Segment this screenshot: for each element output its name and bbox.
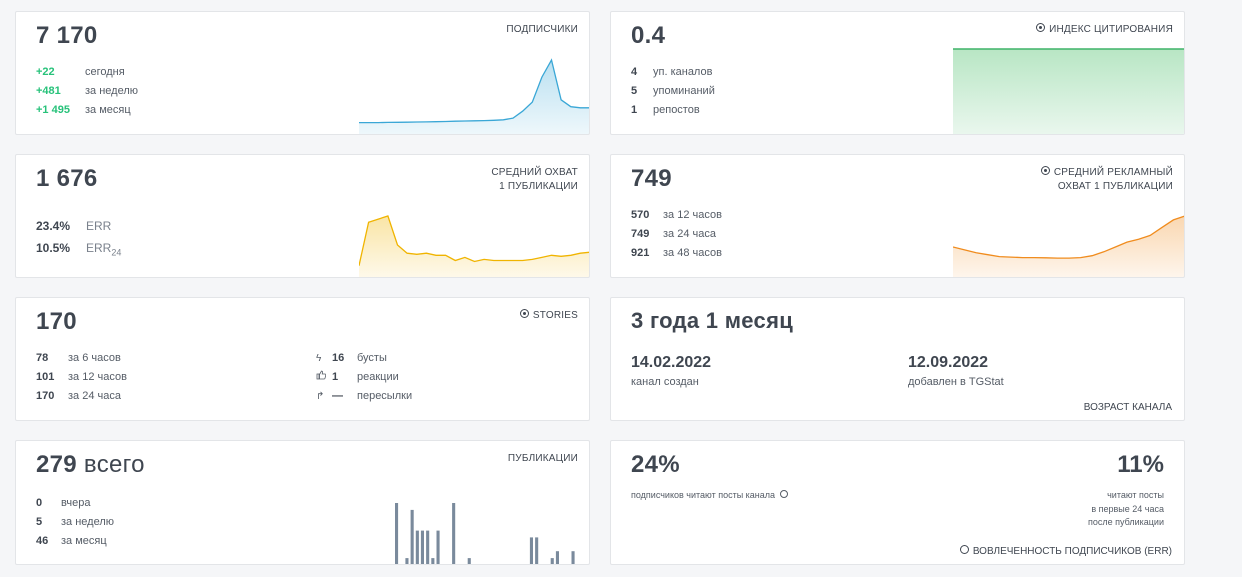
ad-reach-value: 749 (631, 165, 672, 192)
ad-reach-trend-chart (953, 215, 1184, 277)
stat-12h: 570 за 12 часов (631, 209, 722, 221)
thumbs-up-icon (316, 368, 328, 387)
stat-48h: 921 за 48 часов (631, 247, 722, 259)
stories-value: 170 (36, 308, 77, 335)
channel-age-title: ВОЗРАСТ КАНАЛА (1083, 402, 1172, 413)
citation-index-value: 0.4 (631, 22, 666, 49)
stat-forwards: ↱ — пересылки (316, 387, 412, 406)
stat-boosts: ϟ 16 бусты (316, 349, 412, 368)
stories-engagement: ϟ 16 бусты 1 реакции ↱ — пересылки (316, 349, 412, 406)
publications-card[interactable]: 279 всего ПУБЛИКАЦИИ 0 вчера 5 за неделю 4… (15, 440, 590, 565)
stat-month: 46 за месяц (36, 535, 107, 547)
ad-reach-trend-line (953, 215, 1184, 259)
forward-icon: ↱ (316, 391, 325, 402)
citation-area (953, 49, 1184, 134)
engagement-card[interactable]: 24% подписчиков читают посты канала 11% … (610, 440, 1185, 565)
bolt-icon: ϟ (316, 353, 322, 364)
citation-title: ИНДЕКС ЦИТИРОВАНИЯ (1036, 23, 1173, 37)
created-block: 14.02.2022 канал создан (631, 354, 711, 388)
publication-bar (410, 509, 414, 564)
ad-reach-card[interactable]: 749 СРЕДНИЙ РЕКЛАМНЫЙ ОХВАТ 1 ПУБЛИКАЦИИ … (610, 154, 1185, 278)
ad-reach-trend-area (953, 216, 1184, 277)
stat-week: 5 за неделю (36, 516, 115, 528)
publication-bar (436, 530, 440, 564)
info-icon[interactable] (1036, 23, 1046, 32)
publication-bar (550, 558, 554, 564)
publication-bar (571, 551, 575, 564)
subscribers-stats: +22 сегодня +481 за неделю +1 495 за месяц (36, 63, 138, 120)
publication-bar (529, 537, 533, 564)
publications-stats: 0 вчера 5 за неделю 46 за месяц (36, 494, 114, 551)
publication-bar (555, 551, 559, 564)
info-icon[interactable] (779, 490, 788, 498)
subscribers-count: 7 170 (36, 22, 98, 49)
average-reach-title: СРЕДНИЙ ОХВАТ 1 ПУБЛИКАЦИИ (491, 167, 578, 192)
ad-reach-title: СРЕДНИЙ РЕКЛАМНЫЙ ОХВАТ 1 ПУБЛИКАЦИИ (1040, 166, 1173, 194)
publication-bar (415, 530, 419, 564)
publication-bar (452, 503, 456, 564)
stat-24h: 170 за 24 часа (36, 390, 121, 402)
info-icon[interactable] (1040, 166, 1050, 175)
added-date: 12.09.2022 (908, 354, 989, 371)
stat-today: +22 сегодня (36, 66, 125, 78)
channel-age-value: 3 года 1 месяц (631, 308, 794, 333)
stat-reactions: 1 реакции (316, 368, 412, 387)
subscribers-trend-area (359, 60, 589, 134)
average-reach-trend-chart (359, 215, 589, 277)
engagement-right-value: 11% (1117, 451, 1164, 478)
stat-6h: 78 за 6 часов (36, 352, 121, 364)
stat-yesterday: 0 вчера (36, 497, 91, 509)
subscribers-card[interactable]: 7 170 ПОДПИСЧИКИ +22 сегодня +481 за недел… (15, 11, 590, 135)
engagement-right-label: читают посты в первые 24 часа после публ… (1088, 490, 1164, 527)
stories-card[interactable]: 170 STORIES 78 за 6 часов 101 за 12 часов … (15, 297, 590, 421)
subscribers-trend-line (359, 58, 589, 124)
stat-mentions: 5 упоминаний (631, 85, 715, 97)
reach-trend-area (359, 216, 589, 277)
publication-bar (395, 503, 399, 564)
err24-row: 10.5% ERR24 (36, 241, 122, 258)
info-icon[interactable] (519, 309, 529, 318)
publication-bar (467, 558, 471, 564)
engagement-title: ВОВЛЕЧЕННОСТЬ ПОДПИСЧИКОВ (ERR) (959, 545, 1172, 557)
stat-week: +481 за неделю (36, 85, 139, 97)
engagement-left-value: 24% (631, 451, 680, 478)
citation-stats: 4 уп. каналов 5 упоминаний 1 репостов (631, 63, 715, 120)
err-row: 23.4% ERR (36, 219, 112, 233)
stories-title: STORIES (519, 309, 578, 323)
stat-12h: 101 за 12 часов (36, 371, 127, 383)
subscribers-title: ПОДПИСЧИКИ (506, 24, 578, 35)
publications-title: ПУБЛИКАЦИИ (507, 453, 578, 464)
engagement-left-label: подписчиков читают посты канала (631, 489, 788, 503)
stat-reposts: 1 репостов (631, 104, 700, 116)
publications-bar-chart (395, 503, 575, 564)
average-reach-value: 1 676 (36, 165, 98, 192)
created-date: 14.02.2022 (631, 354, 712, 371)
citation-card[interactable]: 0.4 ИНДЕКС ЦИТИРОВАНИЯ 4 уп. каналов 5 упо… (610, 11, 1185, 135)
stat-24h: 749 за 24 часа (631, 228, 716, 240)
stories-stats: 78 за 6 часов 101 за 12 часов 170 за 24 час… (36, 349, 127, 406)
publication-bar (420, 530, 424, 564)
err-stats: 23.4% ERR 10.5% ERR24 (36, 215, 121, 263)
publication-bar (431, 558, 435, 564)
added-label: добавлен в TGStat (908, 376, 1004, 388)
subscribers-trend-chart (359, 58, 589, 134)
reach-trend-line (359, 215, 589, 266)
stat-month: +1 495 за месяц (36, 104, 131, 116)
stat-channels: 4 уп. каналов (631, 66, 713, 78)
added-block: 12.09.2022 добавлен в TGStat (908, 354, 1004, 388)
channel-age-card[interactable]: 3 года 1 месяц 14.02.2022 канал создан 1… (610, 297, 1185, 421)
publication-bar (535, 537, 539, 564)
ad-reach-stats: 570 за 12 часов 749 за 24 часа 921 за 48 ча… (631, 206, 722, 263)
citation-trend-chart (953, 48, 1184, 134)
publications-total: 279 всего (36, 451, 145, 478)
created-label: канал создан (631, 376, 699, 388)
publication-bar (426, 530, 430, 564)
average-reach-card[interactable]: 1 676 СРЕДНИЙ ОХВАТ 1 ПУБЛИКАЦИИ 23.4% ERR… (15, 154, 590, 278)
info-icon[interactable] (959, 545, 969, 554)
publication-bar (405, 558, 409, 564)
